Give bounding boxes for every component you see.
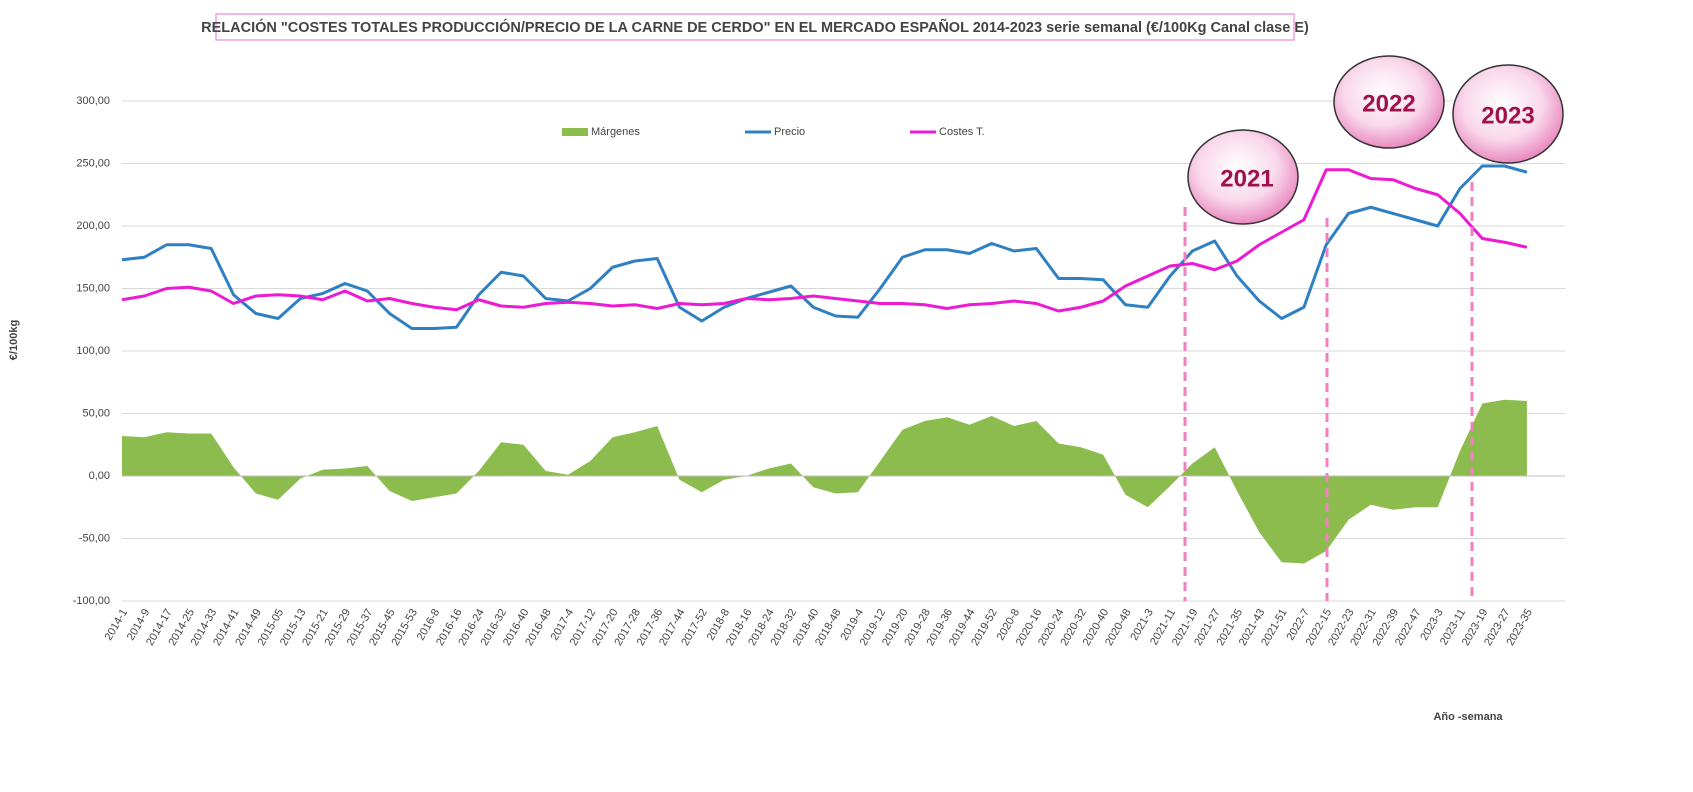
y-tick-label: 200,00 (76, 220, 110, 232)
legend-swatch (562, 128, 588, 136)
y-tick-label: 100,00 (76, 345, 110, 357)
plot: -100,00 -50,00 0,00 50,00 100,00 150,00 200,00… (73, 95, 1565, 648)
bubble (1187, 129, 1299, 225)
y-tick-label: 300,00 (76, 95, 110, 107)
legend-label: Márgenes (591, 126, 640, 138)
y-tick-label: 0,00 (89, 470, 110, 482)
annotation: 2022 (1362, 90, 1415, 117)
y-tick-label: 150,00 (76, 282, 110, 294)
y-tick-label: 250,00 (76, 157, 110, 169)
bubble (1452, 64, 1564, 164)
line (121, 168, 1528, 313)
y-tick-label: -50,00 (79, 532, 110, 544)
legend-label: Precio (774, 126, 805, 138)
line (121, 164, 1528, 330)
title-box (215, 13, 1295, 41)
legend-label: Costes T. (939, 126, 985, 138)
area (122, 399, 1527, 564)
y-axis-title: €/100kg (8, 320, 20, 360)
y-tick-label: 50,00 (82, 407, 110, 419)
markers (1183, 182, 1474, 601)
annotation: 2021 (1220, 165, 1273, 192)
bubble (1333, 55, 1445, 149)
annotation: 2023 (1481, 102, 1534, 129)
x-axis-title: Año -semana (1433, 711, 1503, 723)
y-tick-label: -100,00 (73, 595, 110, 607)
chart-title: RELACIÓN "COSTES TOTALES PRODUCCIÓN/PREC… (201, 18, 1309, 36)
